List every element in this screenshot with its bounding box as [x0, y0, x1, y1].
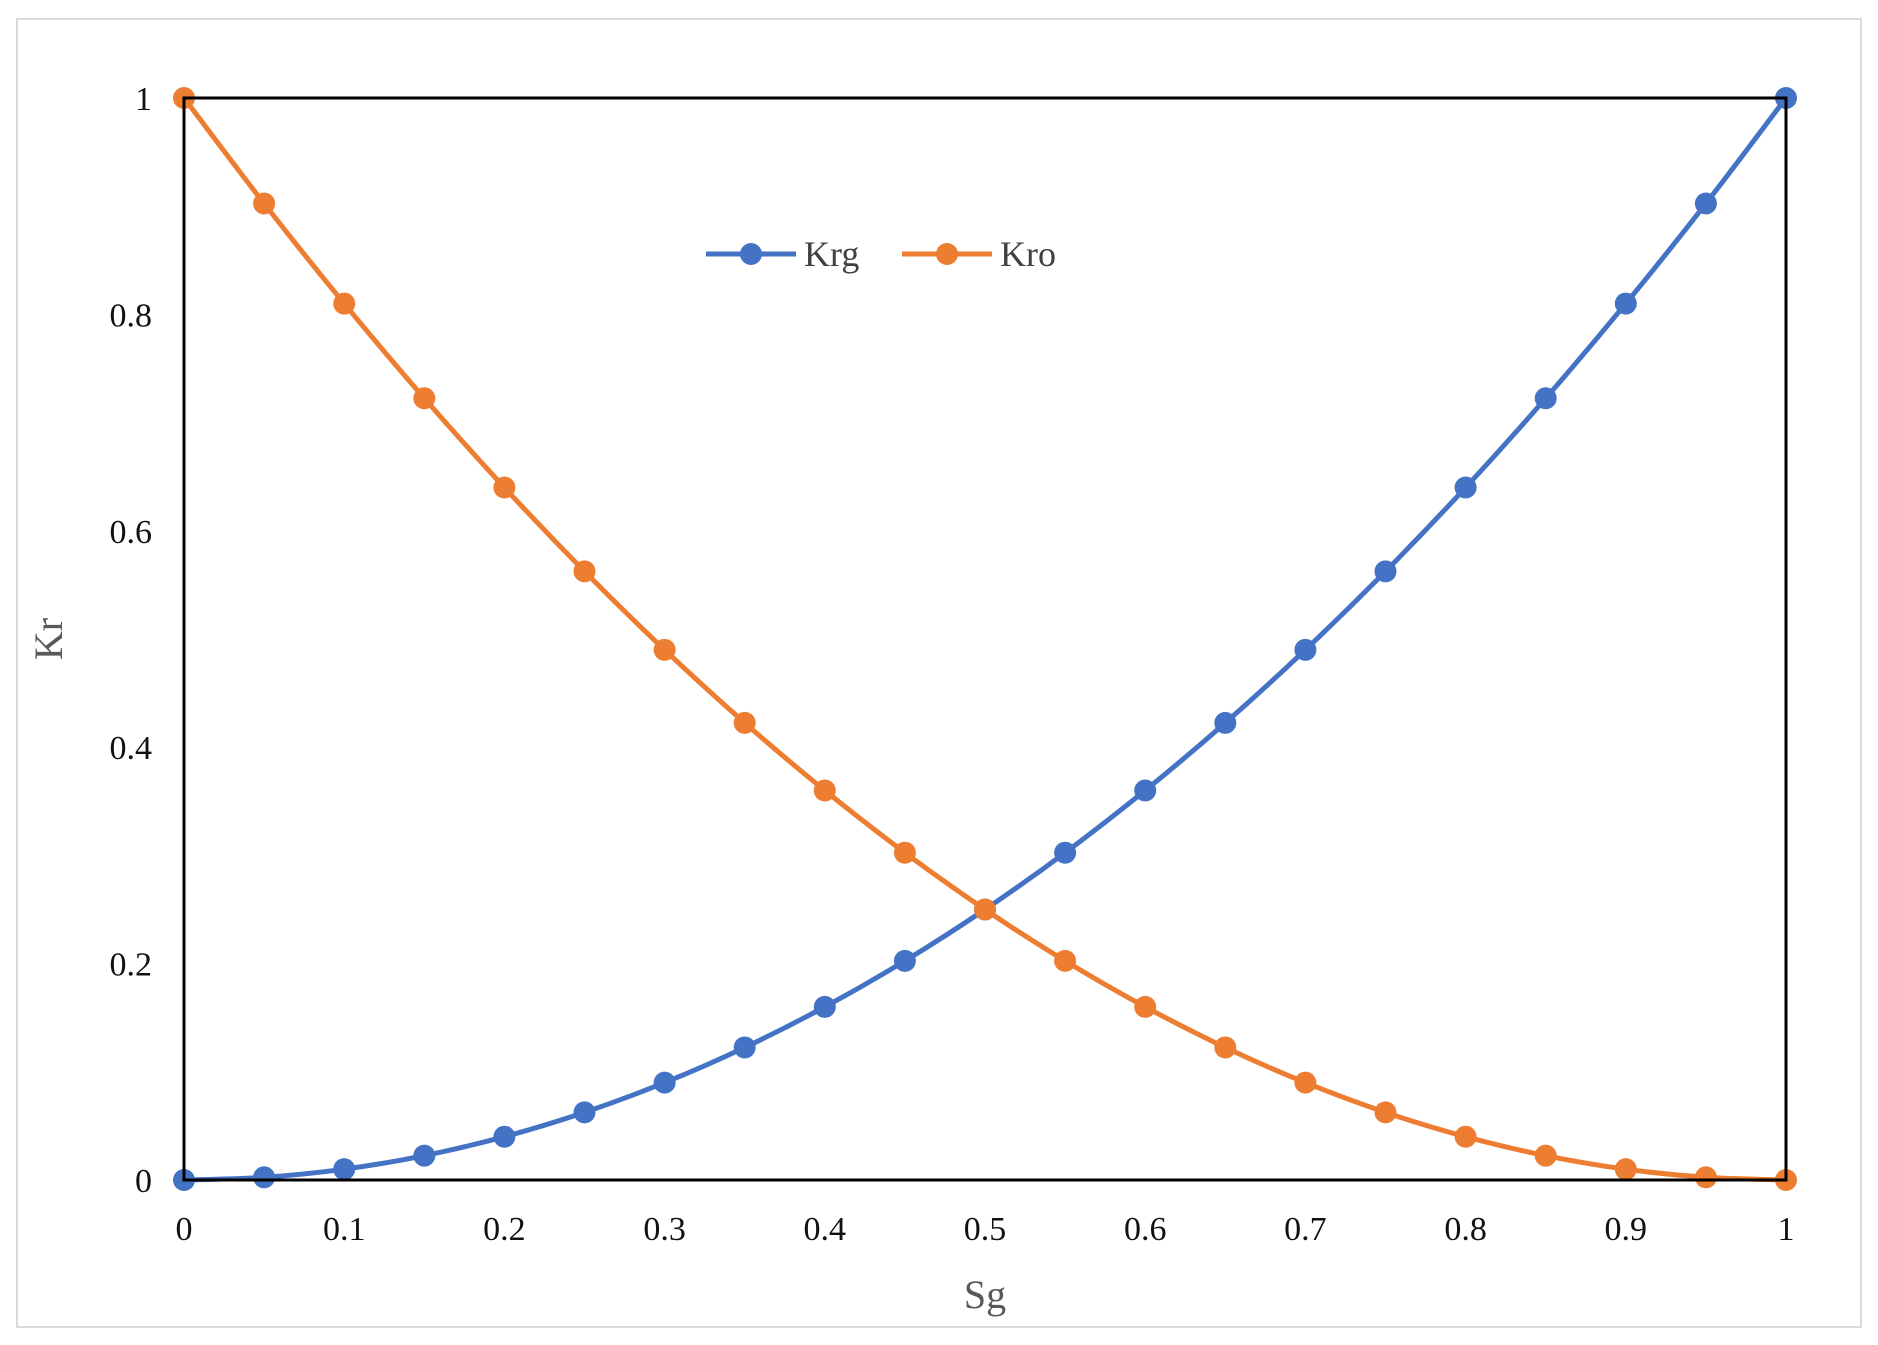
- data-point-kro: [1054, 949, 1077, 972]
- x-tick-label: 0.1: [323, 1211, 366, 1248]
- data-point-kro: [1294, 1071, 1317, 1094]
- data-point-krg: [253, 1166, 276, 1189]
- x-tick-label: 1: [1778, 1211, 1795, 1248]
- x-tick-label: 0.3: [643, 1211, 686, 1248]
- legend-item-krg: Krg: [706, 234, 859, 274]
- y-tick-label: 1: [135, 81, 152, 118]
- data-point-kro: [1454, 1125, 1477, 1148]
- y-tick-label: 0: [135, 1163, 152, 1200]
- x-tick-label: 0.4: [804, 1211, 847, 1248]
- data-point-kro: [733, 711, 756, 734]
- data-point-kro: [1534, 1144, 1557, 1167]
- data-point-krg: [1454, 476, 1477, 499]
- legend-label-kro: Kro: [1000, 234, 1056, 274]
- y-tick-label: 0.2: [110, 947, 153, 984]
- legend-marker-kro: [936, 243, 958, 265]
- y-axis-ticks: 0 0.2 0.4 0.6 0.8 1: [110, 81, 153, 1200]
- legend-item-kro: Kro: [902, 234, 1056, 274]
- x-tick-label: 0.5: [964, 1211, 1007, 1248]
- x-tick-label: 0.6: [1124, 1211, 1167, 1248]
- y-axis-title: Kr: [26, 618, 71, 660]
- series-kro: [173, 87, 1797, 1191]
- x-tick-label: 0.7: [1284, 1211, 1327, 1248]
- data-point-krg: [733, 1036, 756, 1059]
- x-tick-label: 0: [176, 1211, 193, 1248]
- data-point-kro: [493, 476, 516, 499]
- x-tick-label: 0.9: [1605, 1211, 1648, 1248]
- legend: Krg Kro: [706, 234, 1056, 274]
- data-point-kro: [653, 638, 676, 661]
- y-tick-label: 0.8: [110, 297, 153, 334]
- data-point-kro: [1694, 1166, 1717, 1189]
- data-point-krg: [1614, 292, 1637, 315]
- data-point-kro: [253, 192, 276, 215]
- data-point-krg: [1214, 711, 1237, 734]
- data-point-krg: [1694, 192, 1717, 215]
- data-point-krg: [493, 1125, 516, 1148]
- y-tick-label: 0.6: [110, 514, 153, 551]
- x-tick-label: 0.8: [1444, 1211, 1487, 1248]
- data-point-kro: [1374, 1101, 1397, 1124]
- data-point-kro: [333, 292, 356, 315]
- data-point-kro: [1214, 1036, 1237, 1059]
- legend-marker-krg: [740, 243, 762, 265]
- data-point-krg: [1534, 387, 1557, 410]
- data-point-krg: [573, 1101, 596, 1124]
- x-axis-ticks: 0 0.1 0.2 0.3 0.4 0.5 0.6 0.7 0.8 0.9 1: [176, 1211, 1795, 1248]
- data-point-krg: [413, 1144, 436, 1167]
- y-tick-label: 0.4: [110, 730, 153, 767]
- chart-frame: [16, 18, 1862, 1328]
- data-point-kro: [813, 779, 836, 802]
- x-axis-title: Sg: [964, 1272, 1006, 1317]
- data-point-kro: [974, 898, 996, 921]
- data-point-kro: [573, 560, 596, 583]
- data-point-kro: [413, 387, 436, 410]
- data-point-krg: [1134, 779, 1157, 802]
- data-point-krg: [813, 995, 836, 1018]
- data-point-kro: [1134, 995, 1157, 1018]
- data-point-krg: [893, 949, 916, 972]
- legend-label-krg: Krg: [804, 234, 859, 274]
- data-point-krg: [1054, 841, 1077, 864]
- series-line-krg: [181, 95, 1789, 1183]
- data-point-krg: [333, 1158, 356, 1181]
- data-point-kro: [893, 841, 916, 864]
- series-line-kro: [181, 95, 1789, 1183]
- data-point-krg: [1374, 560, 1397, 583]
- plot-area-border: [182, 96, 1788, 1182]
- data-point-krg: [1294, 638, 1317, 661]
- data-point-krg: [653, 1071, 676, 1094]
- x-tick-label: 0.2: [483, 1211, 526, 1248]
- data-point-kro: [1614, 1158, 1637, 1181]
